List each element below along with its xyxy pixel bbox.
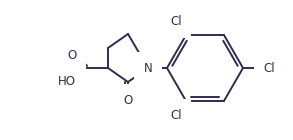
Text: O: O xyxy=(123,94,133,107)
Text: Cl: Cl xyxy=(263,61,275,74)
Text: N: N xyxy=(144,61,152,74)
Text: Cl: Cl xyxy=(170,15,182,28)
Text: O: O xyxy=(67,48,77,61)
Text: HO: HO xyxy=(58,74,76,88)
Text: Cl: Cl xyxy=(170,109,182,122)
